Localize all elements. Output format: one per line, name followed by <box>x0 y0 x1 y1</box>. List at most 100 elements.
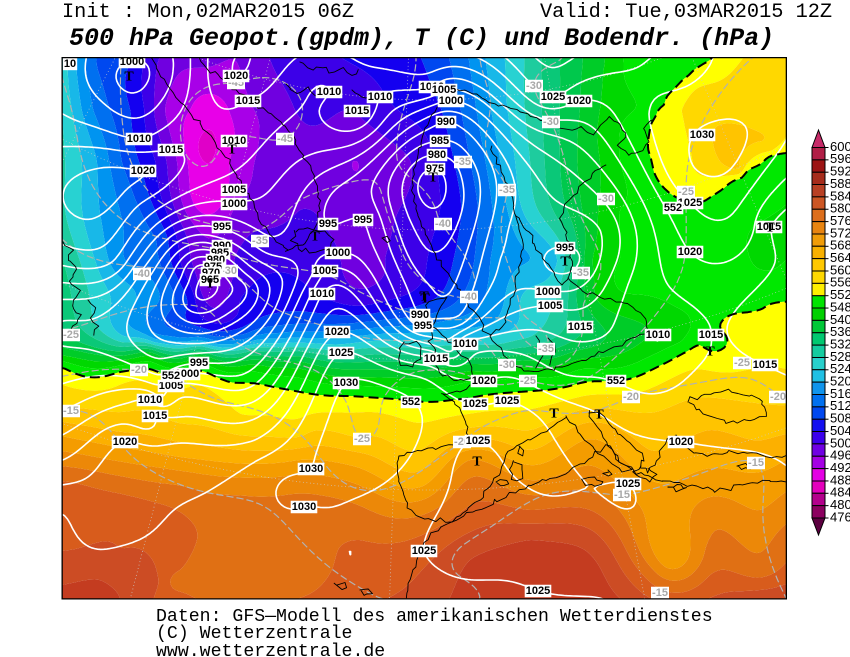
svg-text:990: 990 <box>411 309 429 321</box>
svg-text:1010: 1010 <box>310 288 334 300</box>
svg-text:588: 588 <box>830 176 850 191</box>
svg-text:1025: 1025 <box>329 347 353 359</box>
svg-text:1005: 1005 <box>313 265 337 277</box>
svg-text:T: T <box>227 142 237 157</box>
svg-text:-30: -30 <box>526 80 542 92</box>
svg-text:-35: -35 <box>499 184 515 196</box>
svg-text:-40: -40 <box>461 291 477 303</box>
svg-text:1020: 1020 <box>113 436 137 448</box>
svg-text:1015: 1015 <box>757 221 781 233</box>
svg-text:T: T <box>560 254 570 269</box>
svg-text:524: 524 <box>830 361 850 376</box>
svg-text:1025: 1025 <box>526 585 550 597</box>
svg-text:1000: 1000 <box>120 56 144 68</box>
svg-text:496: 496 <box>830 448 850 463</box>
svg-text:1005: 1005 <box>222 184 246 196</box>
svg-text:484: 484 <box>830 485 850 500</box>
svg-text:552: 552 <box>664 202 682 214</box>
svg-text:-15: -15 <box>63 405 79 417</box>
svg-text:995: 995 <box>354 214 372 226</box>
svg-text:596: 596 <box>830 151 850 166</box>
svg-text:-30: -30 <box>598 193 614 205</box>
svg-text:488: 488 <box>830 472 850 487</box>
svg-text:1020: 1020 <box>567 95 591 107</box>
svg-text:990: 990 <box>437 116 455 128</box>
svg-text:10: 10 <box>64 58 76 70</box>
svg-text:536: 536 <box>830 324 850 339</box>
svg-text:1030: 1030 <box>292 501 316 513</box>
svg-text:1030: 1030 <box>299 463 323 475</box>
svg-text:552: 552 <box>830 287 850 302</box>
svg-text:1010: 1010 <box>127 133 151 145</box>
svg-text:560: 560 <box>830 262 850 277</box>
svg-text:1020: 1020 <box>325 326 349 338</box>
svg-text:T: T <box>205 276 215 291</box>
svg-text:1025: 1025 <box>616 478 640 490</box>
svg-text:-30: -30 <box>499 359 515 371</box>
svg-text:564: 564 <box>830 250 850 265</box>
svg-text:-45: -45 <box>277 133 293 145</box>
svg-text:1020: 1020 <box>131 165 155 177</box>
svg-text:576: 576 <box>830 213 850 228</box>
svg-text:552: 552 <box>402 396 420 408</box>
svg-text:508: 508 <box>830 411 850 426</box>
svg-text:-35: -35 <box>538 343 554 355</box>
svg-text:995: 995 <box>414 320 432 332</box>
svg-text:504: 504 <box>830 423 850 438</box>
svg-text:T: T <box>549 406 559 421</box>
svg-text:-40: -40 <box>435 218 451 230</box>
svg-text:-30: -30 <box>221 265 237 277</box>
svg-text:1015: 1015 <box>345 105 369 117</box>
svg-text:985: 985 <box>431 135 449 147</box>
svg-text:600: 600 <box>830 139 850 154</box>
svg-text:-15: -15 <box>652 587 668 599</box>
svg-text:-15: -15 <box>748 457 764 469</box>
svg-text:1030: 1030 <box>334 377 358 389</box>
svg-text:1010: 1010 <box>368 91 392 103</box>
svg-text:512: 512 <box>830 398 850 413</box>
svg-text:1020: 1020 <box>678 246 702 258</box>
svg-text:-25: -25 <box>734 357 750 369</box>
svg-text:1015: 1015 <box>699 329 723 341</box>
svg-text:520: 520 <box>830 374 850 389</box>
svg-text:1010: 1010 <box>138 394 162 406</box>
svg-text:556: 556 <box>830 275 850 290</box>
svg-text:995: 995 <box>190 357 208 369</box>
svg-text:-25: -25 <box>520 375 536 387</box>
svg-text:540: 540 <box>830 312 850 327</box>
svg-text:1000: 1000 <box>222 198 246 210</box>
svg-text:T: T <box>310 229 320 244</box>
svg-text:1010: 1010 <box>646 329 670 341</box>
svg-text:995: 995 <box>213 221 231 233</box>
svg-text:552: 552 <box>607 375 625 387</box>
svg-text:584: 584 <box>830 188 850 203</box>
svg-text:1025: 1025 <box>466 435 490 447</box>
svg-text:1010: 1010 <box>222 135 246 147</box>
svg-text:516: 516 <box>830 386 850 401</box>
svg-text:1025: 1025 <box>541 91 565 103</box>
svg-text:T: T <box>765 220 775 235</box>
svg-text:480: 480 <box>830 497 850 512</box>
svg-text:476: 476 <box>830 509 850 524</box>
svg-text:-35: -35 <box>252 235 268 247</box>
svg-text:995: 995 <box>319 218 337 230</box>
svg-text:1020: 1020 <box>669 436 693 448</box>
svg-text:1000: 1000 <box>326 247 350 259</box>
svg-text:1015: 1015 <box>236 95 260 107</box>
svg-text:528: 528 <box>830 349 850 364</box>
svg-text:1015: 1015 <box>424 353 448 365</box>
svg-text:985: 985 <box>211 247 229 259</box>
svg-text:-25: -25 <box>63 329 79 341</box>
svg-text:-20: -20 <box>770 391 786 403</box>
svg-text:T: T <box>472 454 482 469</box>
svg-text:1015: 1015 <box>753 359 777 371</box>
svg-text:552: 552 <box>162 370 180 382</box>
svg-text:-35: -35 <box>573 267 589 279</box>
svg-text:-20: -20 <box>623 391 639 403</box>
svg-text:1025: 1025 <box>495 395 519 407</box>
svg-text:1015: 1015 <box>568 321 592 333</box>
svg-text:965: 965 <box>201 274 219 286</box>
svg-text:568: 568 <box>830 238 850 253</box>
svg-text:-20: -20 <box>131 364 147 376</box>
svg-text:T: T <box>419 289 429 304</box>
